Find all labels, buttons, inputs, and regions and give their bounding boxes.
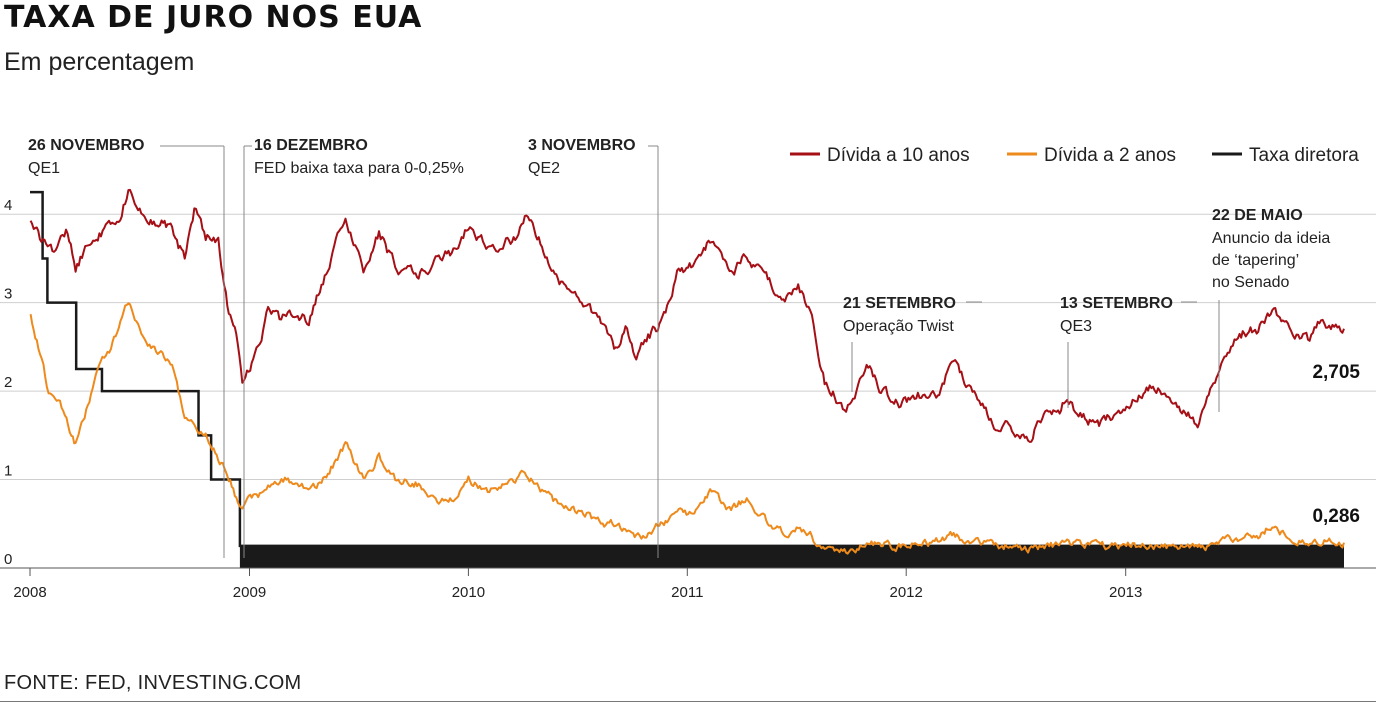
annotation-title: 21 SETEMBRO — [843, 295, 956, 312]
chart-subtitle: Em percentagem — [4, 48, 195, 76]
annotation: 3 NOVEMBRO QE2 — [528, 137, 659, 558]
legend-item: Dívida a 2 anos — [1007, 145, 1176, 166]
end-value-labels: 2,705 0,286 — [1312, 362, 1360, 527]
y-tick-label: 4 — [4, 197, 12, 214]
annotation-title: 3 NOVEMBRO — [528, 137, 636, 154]
policy-rate-layer — [30, 190, 1344, 548]
annotation: 16 DEZEMBRO FED baixa taxa para 0-0,25% — [243, 137, 464, 558]
legend-item: Taxa diretora — [1212, 145, 1359, 166]
policy-band-layer — [239, 545, 1344, 568]
annotation-text: Anuncio da ideia — [1212, 230, 1330, 247]
annotation-layer: 26 NOVEMBRO QE1 16 DEZEMBRO FED baixa taxa … — [28, 137, 1330, 558]
legend-label: Dívida a 2 anos — [1044, 145, 1176, 166]
bottom-divider — [0, 701, 1376, 702]
annotation: 26 NOVEMBRO QE1 — [28, 137, 225, 558]
source-note: FONTE: FED, INVESTING.COM — [4, 672, 302, 694]
y-tick-label: 1 — [4, 463, 12, 480]
axis-layer: 0 1 2 3 4 2008 2009 2010 2011 2012 2013 — [0, 197, 1376, 601]
legend: Dívida a 10 anos Dívida a 2 anos Taxa dire… — [790, 145, 1359, 166]
annotation-text: no Senado — [1212, 274, 1290, 291]
x-tick-label: 2008 — [13, 584, 46, 601]
x-tick-label: 2013 — [1109, 584, 1142, 601]
ten-year-end-label: 2,705 — [1312, 362, 1360, 383]
chart-title: TAXA DE JURO NOS EUA — [4, 0, 423, 35]
annotation: 21 SETEMBRO Operação Twist — [843, 295, 982, 392]
grid-layer — [0, 213, 1376, 481]
y-tick-label: 0 — [4, 551, 12, 568]
policy-rate-line — [30, 190, 1344, 548]
legend-label: Dívida a 10 anos — [827, 145, 970, 166]
two-year-layer — [29, 302, 1345, 555]
ten-year-line — [29, 188, 1345, 443]
two-year-line — [29, 302, 1345, 555]
annotation-text: Operação Twist — [843, 318, 954, 335]
x-tick-label: 2009 — [233, 584, 266, 601]
ten-year-layer — [29, 188, 1345, 443]
annotation-title: 22 DE MAIO — [1212, 207, 1303, 224]
x-tick-label: 2010 — [452, 584, 485, 601]
x-tick-label: 2012 — [890, 584, 923, 601]
x-tick-label: 2011 — [671, 584, 703, 601]
policy-rate-band — [239, 545, 1344, 568]
y-tick-label: 2 — [4, 374, 12, 391]
annotation-text: de ‘tapering’ — [1212, 252, 1299, 269]
y-tick-label: 3 — [4, 286, 12, 303]
legend-label: Taxa diretora — [1249, 145, 1359, 166]
two-year-end-label: 0,286 — [1312, 506, 1360, 527]
legend-item: Dívida a 10 anos — [790, 145, 970, 166]
annotation: 13 SETEMBRO QE3 — [1060, 295, 1197, 408]
annotation-title: 26 NOVEMBRO — [28, 137, 144, 154]
annotation-text: FED baixa taxa para 0-0,25% — [254, 160, 464, 177]
annotation: 22 DE MAIO Anuncio da ideia de ‘tapering’ n… — [1212, 207, 1330, 412]
annotation-text: QE2 — [528, 160, 560, 177]
annotation-title: 16 DEZEMBRO — [254, 137, 368, 154]
annotation-title: 13 SETEMBRO — [1060, 295, 1173, 312]
annotation-text: QE1 — [28, 160, 60, 177]
annotation-text: QE3 — [1060, 318, 1092, 335]
